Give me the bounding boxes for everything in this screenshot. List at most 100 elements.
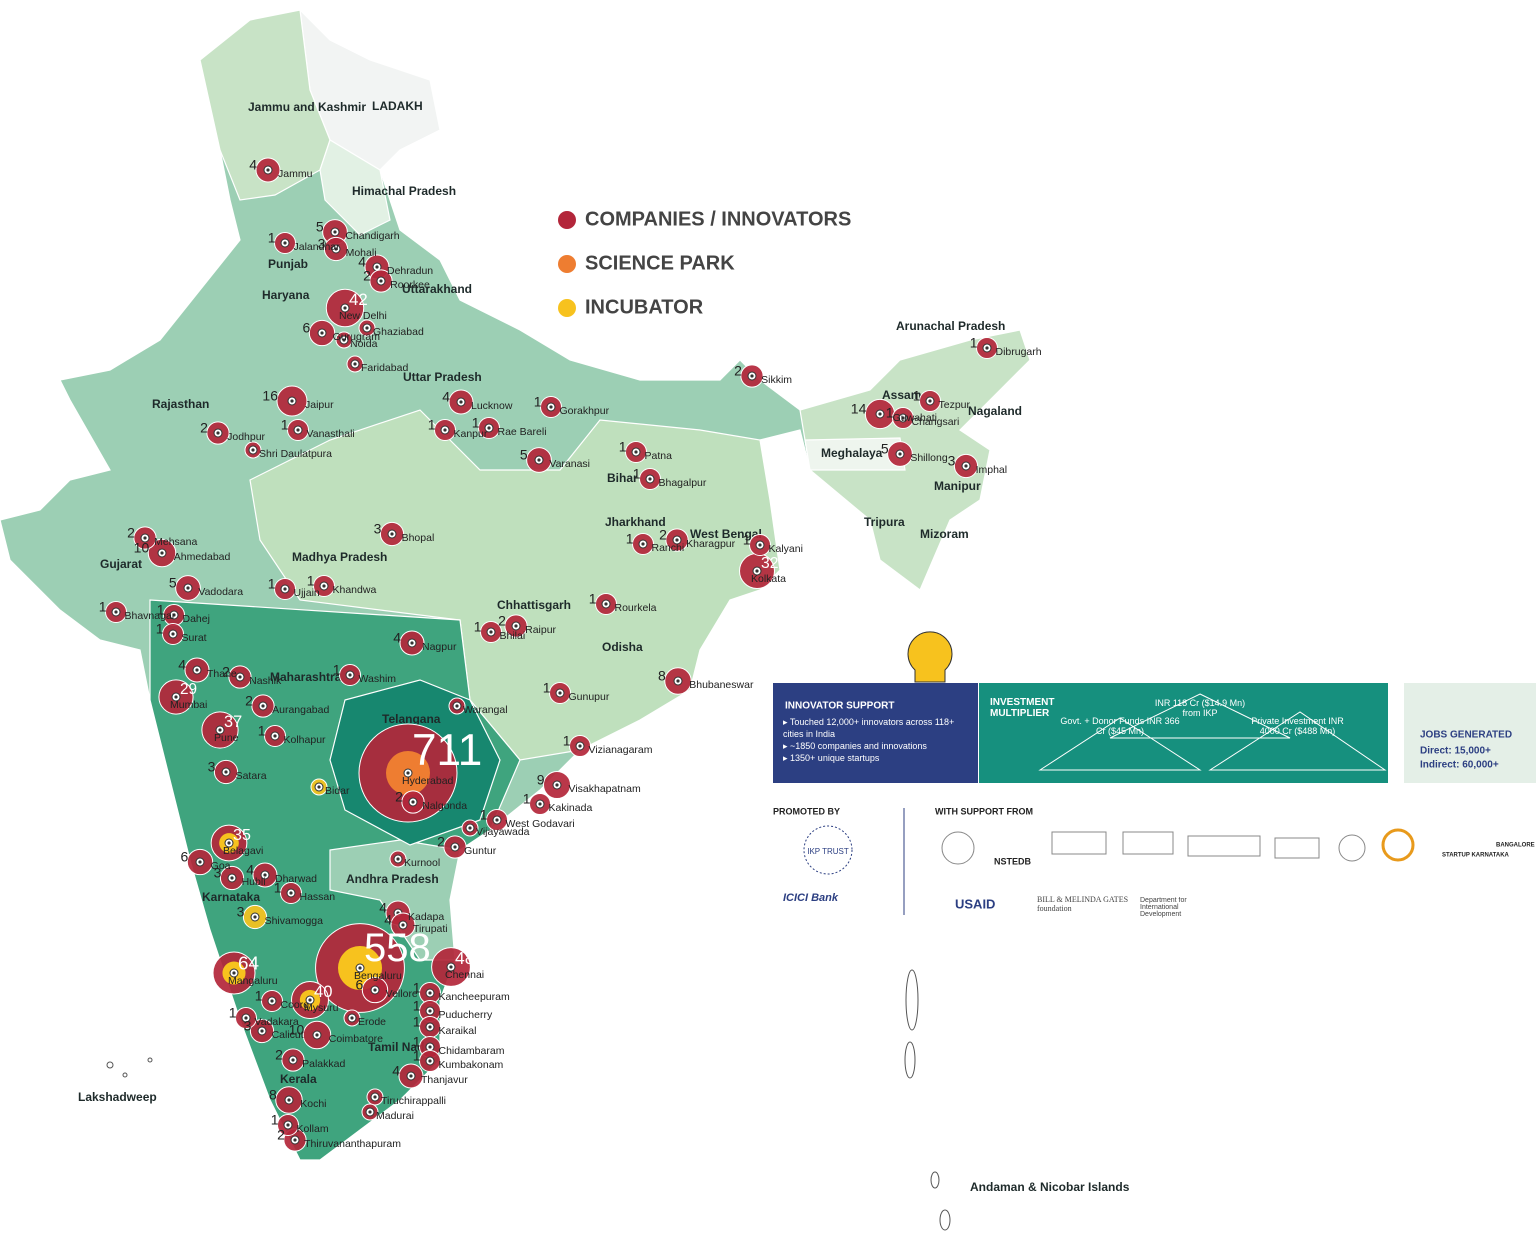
count-label: 1: [534, 394, 542, 410]
info-panel: INNOVATOR SUPPORT ▸ Touched 12,000+ inno…: [773, 631, 1536, 783]
count-label: 1: [274, 880, 282, 896]
state-label: Punjab: [268, 257, 308, 271]
count-label: 1: [99, 599, 107, 615]
bullet-text: 1350+ unique startups: [790, 753, 880, 763]
marker-dot: [273, 734, 277, 738]
marker-dot: [453, 845, 457, 849]
count-label: 1: [413, 998, 421, 1014]
count-label: 3: [208, 759, 216, 775]
count-label: 4: [442, 389, 450, 405]
count-label: 1: [157, 602, 165, 618]
count-label: 14: [851, 401, 867, 417]
city-label: Puducherry: [439, 1009, 493, 1021]
count-label: 1: [619, 439, 627, 455]
logo: [1187, 835, 1261, 857]
legend-label: SCIENCE PARK: [585, 252, 735, 274]
count-label: 1: [743, 532, 751, 548]
marker-dot: [333, 230, 337, 234]
city-label: Karaikal: [439, 1025, 477, 1037]
lakshadweep: [106, 1061, 114, 1069]
count-label: 5: [316, 219, 324, 235]
city-label: West Godavari: [506, 818, 575, 830]
count-label: 1: [472, 415, 480, 431]
private-text: Private Investment INR 4000 Cr ($488 Mn): [1251, 716, 1344, 736]
count-label: 1: [633, 466, 641, 482]
city-label: Rourkela: [615, 602, 657, 614]
city-label: Jalandhar: [294, 241, 341, 253]
supporter: BILL & MELINDA GATES foundation: [1037, 895, 1129, 913]
marker-dot: [538, 802, 542, 806]
count-label: 2: [498, 613, 506, 629]
logo: [1274, 837, 1320, 859]
count-label: 4: [379, 900, 387, 916]
marker-dot: [675, 538, 679, 542]
marker-dot: [365, 326, 369, 330]
count-label: 10: [289, 1022, 305, 1038]
state-label: Bihar: [607, 471, 638, 485]
legend-swatch: [558, 211, 576, 229]
count-label: 1: [333, 662, 341, 678]
city-label: Belagavi: [223, 845, 263, 857]
city-label: Faridabad: [361, 362, 408, 374]
count-label: 2: [437, 834, 445, 850]
city-label: Shivamogga: [265, 915, 324, 927]
count-label: 1: [474, 619, 482, 635]
bullet-text: ~1850 companies and innovations: [790, 741, 927, 751]
count-label: 2: [395, 789, 403, 805]
marker-dot: [289, 891, 293, 895]
marker-dot: [901, 416, 905, 420]
private-funds: Private Investment INR 4000 Cr ($488 Mn): [1251, 716, 1344, 736]
city-label: Jaipur: [305, 399, 334, 411]
supporter: Department for International Development: [1140, 897, 1187, 918]
city-label: Lucknow: [471, 400, 513, 412]
state-label: Arunachal Pradesh: [896, 319, 1005, 333]
city-label: Khandwa: [333, 584, 377, 596]
nicobar: [930, 1171, 940, 1189]
count-label: 8: [269, 1087, 277, 1103]
count-label: 1: [255, 988, 263, 1004]
city-label: Dharwad: [275, 873, 317, 885]
marker-dot: [315, 1033, 319, 1037]
city-label: Mysuru: [304, 1002, 339, 1014]
legend-swatch: [558, 255, 576, 273]
marker-dot: [428, 1045, 432, 1049]
city-label: Bidar: [325, 785, 350, 797]
count-label: 1: [413, 1014, 421, 1030]
marker-dot: [411, 800, 415, 804]
marker-dot: [293, 1138, 297, 1142]
count-label: 2: [275, 1047, 283, 1063]
marker-dot: [286, 1123, 290, 1127]
marker-dot: [410, 641, 414, 645]
count-label: 42: [349, 290, 368, 309]
city-label: Kolhapur: [284, 734, 327, 746]
city-label: Bhilai: [500, 630, 526, 642]
count-label: 1: [156, 621, 164, 637]
lakshadweep: [147, 1057, 153, 1063]
marker-dot: [232, 971, 236, 975]
state-label: Telangana: [382, 712, 441, 726]
city-label: Madurai: [376, 1110, 414, 1122]
count-label: 35: [233, 826, 251, 844]
count-label: 1: [268, 576, 276, 592]
state-label: Kerala: [280, 1072, 317, 1086]
count-label: 1: [271, 1112, 279, 1128]
marker-dot: [186, 586, 190, 590]
marker-dot: [290, 399, 294, 403]
bullets: ▸ Touched 12,000+ innovators across 118+…: [783, 717, 954, 763]
count-label: 4: [246, 862, 254, 878]
marker-dot: [428, 1059, 432, 1063]
city-label: Thane: [207, 668, 237, 680]
city-label: Mangaluru: [228, 975, 278, 987]
city-label: Raipur: [525, 624, 556, 636]
marker-dot: [238, 675, 242, 679]
city-label: Coorg: [281, 999, 310, 1011]
marker-dot: [401, 923, 405, 927]
marker-dot: [390, 532, 394, 536]
city-label: Dehradun: [387, 265, 433, 277]
city-label: Imphal: [976, 464, 1008, 476]
city-label: Hubli: [242, 876, 266, 888]
city-label: Warangal: [463, 704, 508, 716]
count-label: 4: [249, 157, 257, 173]
city-label: Changsari: [912, 416, 960, 428]
marker-dot: [287, 1098, 291, 1102]
